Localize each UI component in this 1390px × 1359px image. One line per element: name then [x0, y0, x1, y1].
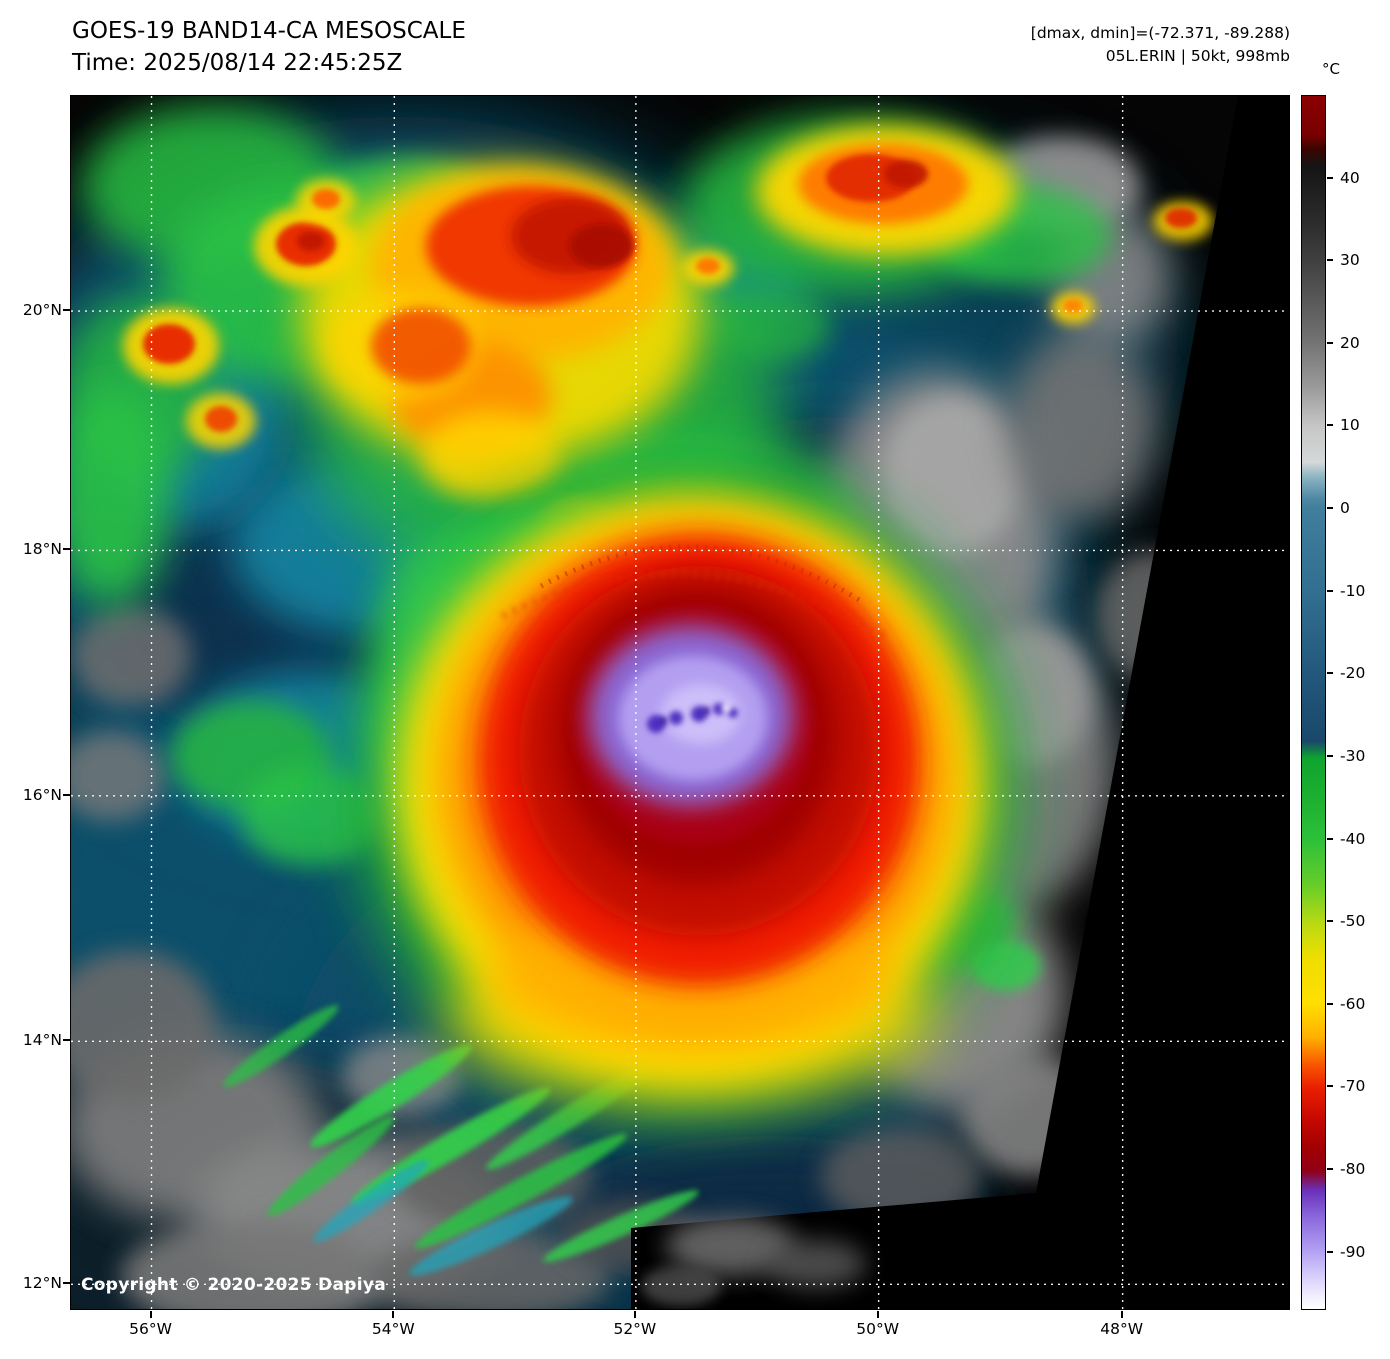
outer-banding [223, 884, 1041, 1276]
storm-info-readout: 05L.ERIN | 50kt, 998mb [1105, 47, 1290, 66]
title-block: GOES-19 BAND14-CA MESOSCALE Time: 2025/0… [72, 16, 466, 79]
colorbar-tick [1327, 1002, 1333, 1005]
colorbar-tick-label: -80 [1340, 1160, 1366, 1179]
longitude-axis: 56°W 54°W 52°W 50°W 48°W [70, 1320, 1290, 1342]
colorbar-tick [1327, 176, 1333, 179]
colorbar-tick [1327, 507, 1333, 510]
lat-tick [63, 309, 70, 312]
colorbar-tick-label: -10 [1340, 581, 1366, 600]
colorbar-tick-label: 0 [1340, 499, 1350, 518]
lon-tick [392, 1311, 395, 1318]
longitude-axis-ticks [70, 1311, 1290, 1318]
lon-tick [876, 1311, 879, 1318]
lon-tick-label: 56°W [129, 1320, 172, 1338]
lat-tick-label: 14°N [22, 1031, 62, 1050]
scan-edge-mask [631, 96, 1289, 1309]
colorbar-tick [1327, 424, 1333, 427]
lat-tick-label: 16°N [22, 785, 62, 804]
temperature-colorbar [1301, 95, 1326, 1310]
map-plot-area: Copyright © 2020-2025 Dapiya [70, 95, 1290, 1310]
colorbar-tick [1327, 589, 1333, 592]
colorbar-tick-label: 10 [1340, 416, 1360, 435]
copyright-text: Copyright © 2020-2025 Dapiya [81, 1275, 386, 1295]
lon-tick-label: 48°W [1100, 1320, 1144, 1338]
low-cloud-fragments [641, 1216, 866, 1306]
lat-tick-label: 12°N [22, 1274, 62, 1293]
lon-tick-label: 54°W [371, 1320, 415, 1338]
colorbar-tick [1327, 754, 1333, 757]
annotation-block: [dmax, dmin]=(-72.371, -89.288) 05L.ERIN… [1031, 22, 1290, 69]
image-title: GOES-19 BAND14-CA MESOSCALE [72, 18, 466, 44]
colorbar-tick [1327, 672, 1333, 675]
colorbar-tick [1327, 920, 1333, 923]
colorbar-tick [1327, 1085, 1333, 1088]
colorbar-tick [1327, 1250, 1333, 1253]
satellite-imagery [71, 96, 1289, 1309]
lat-tick-label: 18°N [22, 540, 62, 559]
gridlines [71, 96, 1289, 1309]
lon-tick [633, 1311, 636, 1318]
colorbar-tick-label: -20 [1340, 664, 1366, 683]
colorbar-tick-label: -70 [1340, 1077, 1366, 1096]
lon-tick-label: 52°W [613, 1320, 657, 1338]
colorbar-tick-label: 30 [1340, 251, 1360, 270]
lon-tick-label: 50°W [856, 1320, 900, 1338]
colorbar-tick-label: 40 [1340, 168, 1360, 187]
lat-tick [63, 1282, 70, 1285]
colorbar-unit-label: °C [1322, 60, 1340, 78]
colorbar-tick [1327, 259, 1333, 262]
lon-tick [1120, 1311, 1123, 1318]
colorbar-tick-label: -30 [1340, 746, 1366, 765]
lat-tick [63, 793, 70, 796]
lat-tick [63, 1039, 70, 1042]
colorbar-tick-label: 20 [1340, 333, 1360, 352]
colorbar-tick [1327, 341, 1333, 344]
latitude-axis-ticks [63, 95, 70, 1310]
lat-tick [63, 548, 70, 551]
latitude-axis: 20°N 18°N 16°N 14°N 12°N [0, 95, 62, 1310]
lon-tick [149, 1311, 152, 1318]
colorbar-tick-label: -40 [1340, 829, 1366, 848]
image-timestamp: Time: 2025/08/14 22:45:25Z [72, 49, 403, 76]
colorbar-tick [1327, 1168, 1333, 1171]
colorbar-axis: 40 30 20 10 0 -10 -20 -30 -40 -50 -60 -70 -80 -90 [1327, 95, 1389, 1310]
hurricane-erin [351, 466, 1021, 1116]
colorbar-tick-label: -60 [1340, 994, 1366, 1013]
colorbar-tick [1327, 837, 1333, 840]
colorbar-tick-label: -90 [1340, 1242, 1366, 1261]
lat-tick-label: 20°N [22, 301, 62, 320]
dmax-dmin-readout: [dmax, dmin]=(-72.371, -89.288) [1030, 24, 1290, 42]
colorbar-tick-label: -50 [1340, 912, 1366, 931]
